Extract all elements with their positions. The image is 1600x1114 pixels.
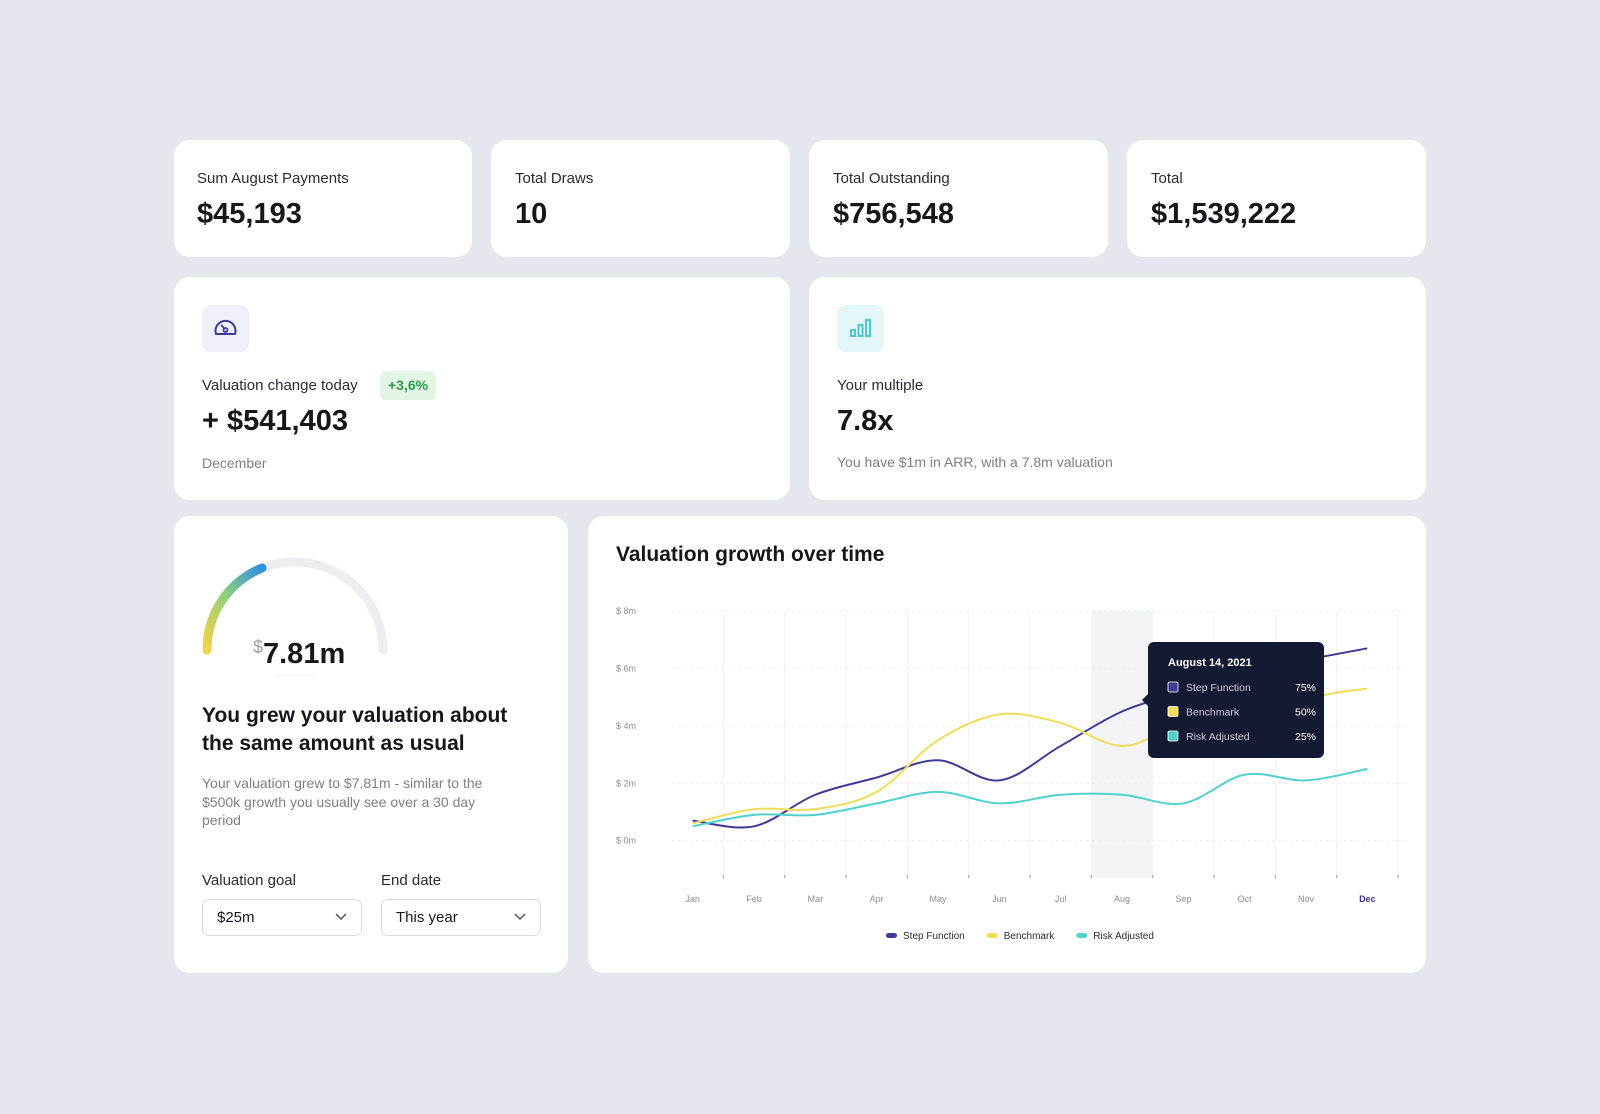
icon — [202, 305, 249, 352]
valuation-card: Valuation change today +3,6% + $541,403 … — [174, 277, 790, 500]
x-tick-label: Aug — [1114, 894, 1130, 904]
period: December — [202, 455, 267, 471]
series-line — [692, 767, 1368, 828]
chart: Valuation growth over time $ 0m $ 2m $ 4m $… — [616, 543, 1408, 942]
dropdown[interactable]: This year — [381, 899, 541, 936]
stat-card: Sum August Payments $45,193 — [174, 140, 472, 257]
tooltip-name: Risk Adjusted — [1186, 731, 1250, 743]
chart-card: Valuation growth over time $ 0m $ 2m $ 4m $… — [588, 516, 1426, 973]
stat-label: Total Draws — [515, 170, 594, 187]
y-tick-label: $ 6m — [616, 663, 636, 673]
icon — [837, 305, 884, 352]
tooltip-value: 25% — [1295, 731, 1316, 743]
stat-label: Sum August Payments — [197, 170, 349, 187]
stat-value: 10 — [515, 198, 548, 230]
value: + $541,403 — [202, 405, 348, 437]
legend-label: Step Function — [903, 931, 965, 942]
stat-value: $1,539,222 — [1151, 198, 1297, 230]
legend-swatch — [986, 933, 998, 938]
stat-card: Total $1,539,222 — [1127, 140, 1426, 257]
text: Your valuation grew to $7.81m - similar … — [202, 775, 483, 828]
tooltip-swatch — [1167, 706, 1179, 717]
tooltip-value: 75% — [1295, 682, 1316, 694]
stat-value: $45,193 — [197, 198, 302, 230]
multiple-card: Your multiple 7.8x You have $1m in ARR, … — [809, 277, 1426, 500]
stat-card: Total Outstanding $756,548 — [809, 140, 1108, 257]
note: You have $1m in ARR, with a 7.8m valuati… — [837, 454, 1113, 470]
tooltip-name: Benchmark — [1186, 707, 1240, 719]
value: 7.8x — [837, 405, 894, 437]
legend-swatch — [886, 933, 897, 938]
x-tick-label: Feb — [746, 894, 762, 904]
growth-card: $ 7.81m You grew your valuation about th… — [174, 516, 568, 973]
stat-value: $756,548 — [833, 198, 954, 230]
legend-swatch — [1076, 933, 1088, 938]
stat-label: Total Outstanding — [833, 170, 950, 187]
x-tick-label: Dec — [1359, 894, 1376, 904]
dropdown[interactable]: $25m — [202, 899, 362, 936]
tooltip-swatch — [1167, 730, 1179, 742]
label: End date — [381, 872, 442, 889]
tooltip-title: August 14, 2021 — [1168, 657, 1252, 669]
legend-label: Risk Adjusted — [1093, 931, 1154, 942]
stat-label: Total — [1151, 170, 1183, 187]
badge: +3,6% — [380, 371, 437, 400]
x-tick-label: Jan — [685, 894, 700, 904]
x-tick-label: Apr — [870, 894, 884, 904]
label: Valuation change today — [202, 377, 358, 394]
legend-label: Benchmark — [1004, 931, 1056, 942]
tooltip — [1142, 642, 1324, 758]
dropdown-value: This year — [396, 909, 458, 926]
highlight — [1092, 611, 1152, 878]
tooltip-value: 50% — [1295, 707, 1316, 719]
tooltip-name: Step Function — [1186, 682, 1251, 694]
x-tick-label: Jul — [1055, 894, 1067, 904]
y-tick-label: $ 0m — [616, 836, 636, 846]
x-tick-label: May — [929, 894, 947, 904]
x-tick-label: Oct — [1238, 894, 1253, 904]
gauge-value: 7.81m — [263, 638, 345, 670]
y-tick-label: $ 4m — [616, 721, 636, 731]
tooltip-swatch — [1167, 681, 1179, 693]
y-tick-label: $ 8m — [616, 606, 636, 616]
stat-card: Total Draws 10 — [491, 140, 790, 257]
x-tick-label: Sep — [1175, 894, 1191, 904]
x-tick-label: Mar — [808, 894, 824, 904]
chart-title: Valuation growth over time — [616, 543, 884, 566]
y-tick-label: $ 2m — [616, 778, 636, 788]
label: Valuation goal — [202, 872, 296, 889]
heading: You grew your valuation about the same a… — [202, 704, 508, 755]
x-tick-label: Jun — [992, 894, 1007, 904]
currency: $ — [253, 637, 263, 657]
dropdown-value: $25m — [217, 909, 255, 926]
label: Your multiple — [837, 377, 924, 394]
gauge: $ 7.81m — [202, 557, 388, 676]
x-tick-label: Nov — [1298, 894, 1315, 904]
